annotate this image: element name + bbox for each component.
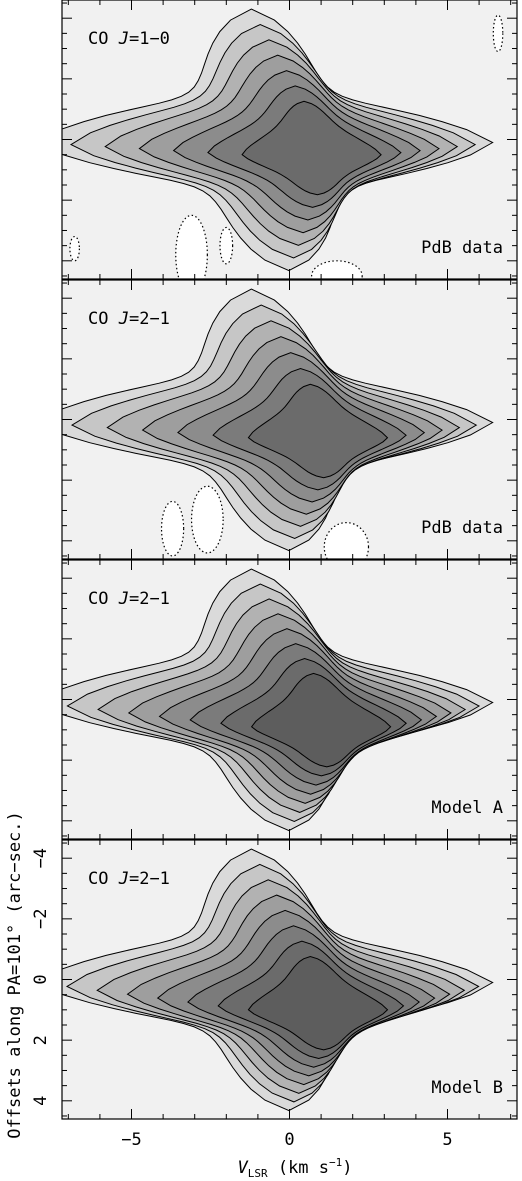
negative-contour-3: [69, 235, 80, 262]
panel-line-label: CO J=1−0: [88, 29, 170, 49]
contour-level-8: [250, 672, 392, 768]
y-tick-label: −4: [31, 848, 51, 868]
negative-contour-3: [323, 522, 370, 559]
panel-line-label: CO J=2−1: [88, 309, 170, 329]
negative-contour-5: [492, 14, 504, 53]
y-tick-labels: −4 −2 0 2 4: [31, 848, 51, 1106]
panel-caption: PdB data: [421, 518, 503, 538]
y-tick-label: 0: [31, 974, 51, 984]
panel-line-label: CO J=2−1: [88, 589, 170, 609]
panel-3: CO J=2−1 Model A: [61, 559, 518, 840]
negative-contour-1: [175, 214, 208, 279]
panel-caption: PdB data: [421, 238, 503, 258]
x-tick-labels: −5 0 5: [121, 1130, 452, 1150]
panel-caption: Model A: [431, 798, 503, 818]
y-tick-label: −2: [31, 909, 51, 929]
negative-contour-2: [190, 485, 224, 554]
y-tick-label: 4: [31, 1096, 51, 1106]
x-tick-label: 0: [284, 1130, 294, 1150]
contour-level-8: [247, 955, 389, 1051]
x-tick-label: −5: [121, 1130, 141, 1150]
negative-contour-2: [219, 226, 234, 265]
y-axis-title: Offsets along PA=101° (arc−sec.): [5, 811, 25, 1139]
panel-1: CO J=1−0 PdB data: [61, 0, 518, 280]
panel-line-label: CO J=2−1: [88, 869, 170, 889]
panel-2: CO J=2−1 PdB data: [61, 279, 518, 560]
contour-level-7: [241, 100, 382, 196]
x-axis-title: VLSR (km s−1): [237, 1156, 352, 1180]
panel-4: CO J=2−1 Model B: [61, 839, 518, 1120]
panel-caption: Model B: [431, 1078, 503, 1098]
y-tick-label: 2: [31, 1035, 51, 1045]
x-tick-label: 5: [442, 1130, 452, 1150]
axes: −5 0 5 −4 −2 0 2 4 VLSR (km s−1) Offsets along…: [5, 811, 453, 1180]
negative-contour-1: [160, 500, 185, 557]
contour-level-7: [247, 383, 389, 479]
negative-contour-4: [311, 260, 363, 279]
